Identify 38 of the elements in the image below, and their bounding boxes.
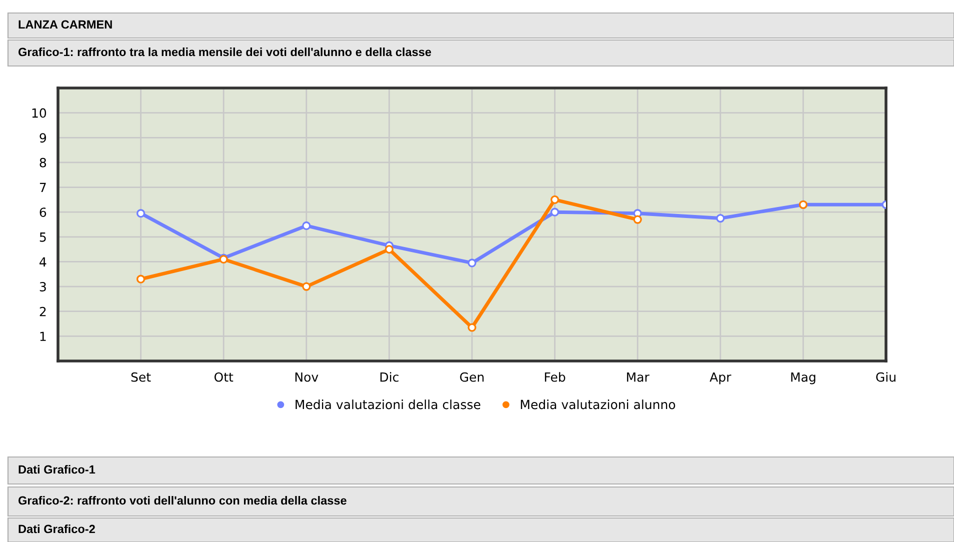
y-tick-label: 10: [32, 108, 46, 118]
text: Dati Grafico-1: [18, 464, 96, 474]
x-tick-label: Apr: [710, 372, 732, 384]
point: [384, 245, 394, 254]
y-tick-label: 9: [40, 133, 46, 143]
y-tick-label: 1: [40, 332, 46, 341]
point: [302, 221, 311, 230]
y-tick-label: 6: [40, 208, 46, 218]
x-tick-label: Gen: [460, 372, 484, 382]
point: [633, 215, 642, 224]
x-tick-label: Feb: [544, 372, 566, 382]
legend-label: Media valutazioni della classe: [296, 400, 480, 410]
x-tick-label: Ott: [214, 372, 234, 382]
text: Grafico-2: raffronto voti dell'alunno con media della classe: [18, 496, 346, 505]
y-tick-label: 5: [40, 232, 46, 242]
text: Dati Grafico-2: [18, 524, 95, 534]
point: [550, 195, 560, 204]
y-tick-label: 3: [40, 282, 46, 292]
point: [468, 323, 476, 332]
point: [136, 274, 146, 284]
y-tick-label: 8: [40, 158, 46, 168]
text: LANZA CARMEN: [18, 20, 112, 29]
y-tick-label: 4: [40, 257, 46, 266]
y-tick-label: 2: [40, 306, 46, 316]
x-tick-label: Nov: [295, 372, 318, 382]
x-tick-label: Dic: [380, 372, 398, 382]
x-tick-label: Giu: [876, 372, 896, 382]
point: [716, 214, 725, 223]
point: [550, 208, 560, 216]
point: [302, 282, 311, 291]
chart-title: Grafico-1: raffronto tra la media mensile dei voti dell'alunno e della classe: [18, 48, 432, 56]
x-tick-label: Mag: [791, 372, 816, 384]
y-tick-label: 7: [40, 182, 46, 192]
point: [468, 258, 476, 268]
legend-label: Media valutazioni alunno: [520, 400, 676, 410]
x-tick-label: Set: [131, 372, 151, 382]
x-tick-label: Mar: [627, 372, 650, 382]
point: [136, 209, 146, 218]
